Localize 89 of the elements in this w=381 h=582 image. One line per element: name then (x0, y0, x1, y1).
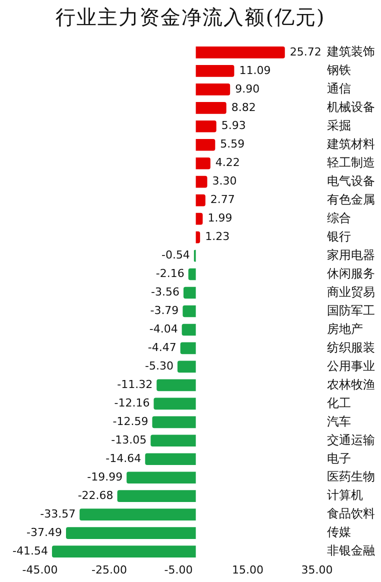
bar (66, 527, 196, 539)
data-label: -3.56 (151, 286, 180, 299)
bar (52, 546, 196, 558)
data-label: 3.30 (212, 174, 237, 188)
data-label: 5.93 (221, 119, 246, 132)
data-label: 2.77 (210, 193, 235, 206)
bar (180, 342, 196, 354)
y-tick-label: 机械设备 (327, 100, 375, 114)
bar (182, 324, 196, 336)
y-tick-label: 汽车 (327, 414, 351, 428)
bar (196, 212, 203, 225)
y-tick-label: 化工 (327, 396, 351, 410)
y-tick-label: 有色金属 (327, 192, 375, 206)
bar (152, 416, 196, 428)
chart-title: 行业主力资金净流入额(亿元) (54, 4, 326, 31)
data-label: -11.32 (117, 378, 153, 392)
y-tick-label: 医药生物 (327, 470, 375, 484)
data-label: -4.47 (148, 341, 176, 354)
data-label: 1.99 (208, 212, 232, 225)
data-label: 25.72 (290, 45, 322, 58)
x-tick-label: 35.00 (301, 563, 333, 576)
y-tick-label: 农林牧渔 (327, 377, 375, 392)
y-tick-label: 交通运输 (327, 432, 375, 447)
y-tick-label: 计算机 (327, 488, 363, 502)
data-label: 8.82 (231, 100, 256, 114)
y-tick-label: 钢铁 (326, 63, 351, 78)
y-tick-label: 电子 (327, 451, 351, 466)
data-label: -33.57 (40, 507, 76, 520)
data-label: 11.09 (239, 64, 271, 77)
y-tick-label: 建筑装饰 (326, 44, 375, 59)
bar (145, 453, 196, 466)
y-tick-label: 家用电器 (327, 248, 375, 262)
bar (182, 305, 196, 318)
bar (126, 472, 196, 484)
data-label: -3.79 (150, 304, 179, 318)
y-tick-label: 采掘 (327, 118, 351, 133)
bar (196, 231, 200, 244)
data-label: -4.04 (149, 322, 178, 336)
bar (150, 434, 196, 447)
y-tick-label: 轻工制造 (327, 155, 375, 170)
bar (177, 360, 196, 373)
bar (196, 65, 234, 77)
y-tick-label: 房地产 (327, 322, 363, 336)
bar (196, 194, 206, 206)
x-tick-label: -5.00 (164, 563, 193, 576)
x-tick-label: -25.00 (92, 563, 127, 576)
y-tick-label: 食品饮料 (327, 506, 375, 521)
bar (196, 120, 216, 132)
bar (196, 102, 226, 114)
data-label: -37.49 (26, 526, 62, 539)
bar (196, 138, 216, 151)
data-label: -5.30 (144, 360, 174, 373)
data-label: -0.54 (161, 248, 190, 262)
y-tick-label: 建筑材料 (326, 136, 375, 151)
data-label: -13.05 (111, 434, 147, 446)
x-tick-label: 15.00 (232, 563, 264, 576)
y-tick-label: 非银金融 (327, 544, 375, 558)
data-label: -14.64 (106, 452, 142, 465)
y-tick-label: 传媒 (327, 525, 351, 540)
bar (117, 490, 196, 502)
y-tick-label: 公用事业 (327, 358, 375, 373)
y-tick-label: 电气设备 (327, 174, 375, 188)
x-tick-label: -45.00 (22, 563, 58, 576)
bar (188, 268, 196, 280)
y-tick-label: 银行 (326, 229, 351, 244)
data-label: -12.16 (114, 396, 150, 410)
data-label: -41.54 (12, 544, 48, 558)
data-label: 5.59 (220, 138, 245, 151)
data-label: 1.23 (205, 230, 230, 244)
data-label: -12.59 (112, 415, 148, 428)
data-label: 9.90 (235, 82, 260, 96)
bar (196, 157, 210, 170)
bar (156, 379, 196, 392)
y-tick-label: 休闲服务 (327, 266, 375, 280)
data-label: -22.68 (78, 488, 114, 502)
bar (196, 46, 285, 58)
bar (183, 286, 196, 299)
data-label: -19.99 (87, 470, 123, 484)
bar (154, 398, 196, 410)
y-tick-label: 商业贸易 (327, 284, 375, 299)
y-tick-label: 通信 (327, 82, 351, 96)
data-label: 4.22 (215, 156, 240, 170)
y-tick-label: 纺织服装 (327, 340, 375, 354)
bar (196, 176, 208, 188)
bar (80, 508, 196, 520)
data-label: -2.16 (156, 267, 184, 280)
y-tick-label: 国防军工 (327, 303, 375, 318)
bar (196, 84, 230, 96)
y-tick-label: 综合 (327, 210, 351, 225)
